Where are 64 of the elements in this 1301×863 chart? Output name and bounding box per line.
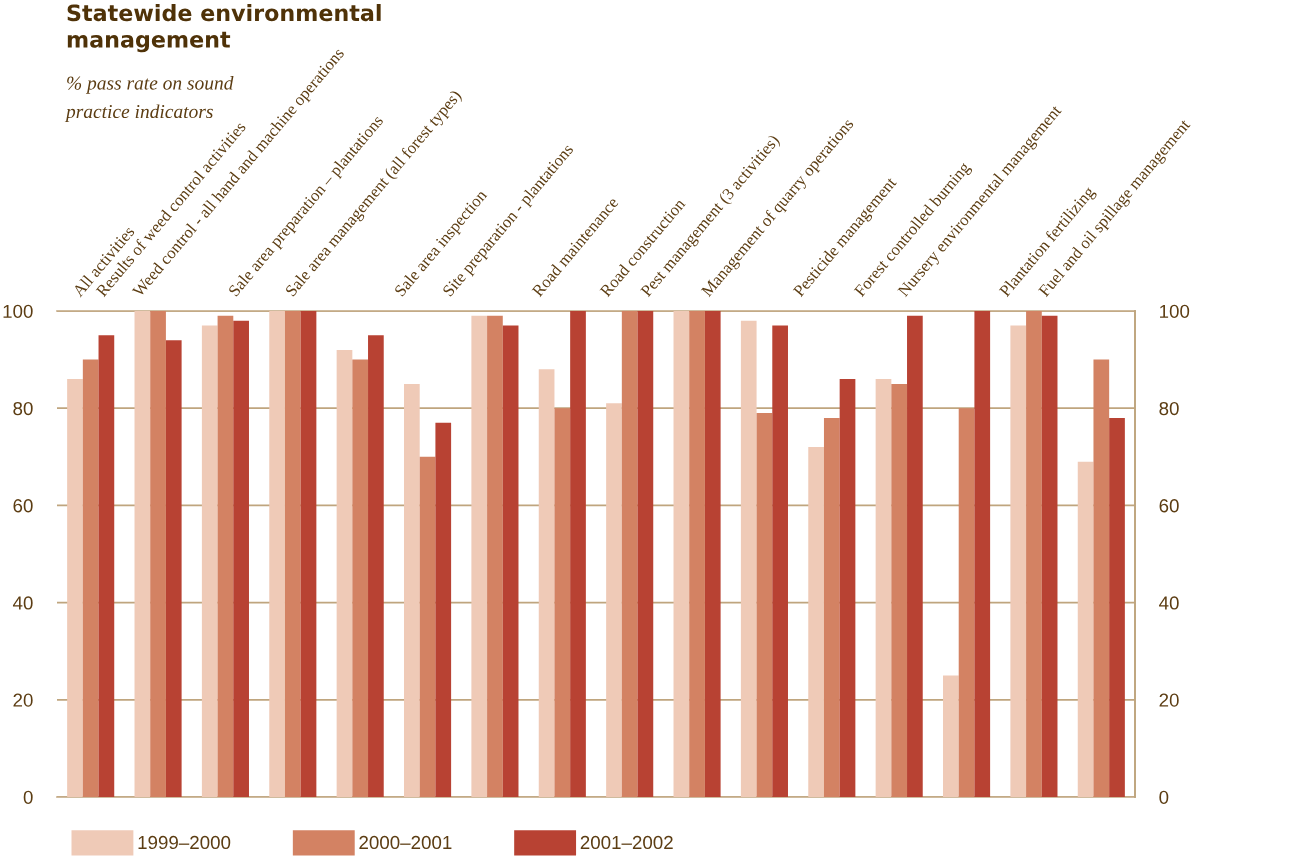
- bar: [554, 408, 571, 797]
- y-tick-label: 20: [13, 693, 33, 707]
- bar: [284, 311, 301, 797]
- bar: [1077, 461, 1094, 797]
- y2-tick-label: 20: [1159, 693, 1179, 707]
- bar: [269, 311, 285, 797]
- bar: [419, 456, 436, 797]
- bar: [772, 325, 788, 797]
- y2-tick-label: 100: [1160, 304, 1190, 318]
- bar: [704, 311, 721, 797]
- bar: [471, 315, 488, 797]
- bar: [756, 413, 773, 797]
- bar: [201, 325, 218, 797]
- bar: [502, 325, 519, 797]
- bar: [740, 320, 757, 797]
- bar: [637, 311, 654, 797]
- y2-tick-label: 60: [1159, 499, 1179, 513]
- bar: [538, 369, 555, 797]
- y-tick-label: 40: [12, 596, 33, 610]
- bar: [233, 320, 249, 797]
- bar: [974, 311, 991, 797]
- bar: [943, 675, 959, 797]
- bar: [958, 408, 975, 797]
- bar: [1010, 325, 1027, 797]
- bar: [689, 311, 705, 797]
- bar: [134, 311, 151, 797]
- y2-tick-label: 40: [1159, 596, 1179, 610]
- bar: [368, 335, 384, 797]
- bar: [300, 311, 317, 797]
- bar: [839, 379, 856, 797]
- bar: [1109, 417, 1125, 797]
- bar: [435, 422, 452, 797]
- bar: [82, 359, 99, 797]
- bar: [621, 311, 638, 797]
- legend-label: 1999–2000: [138, 835, 231, 850]
- chart-subtitle: % pass rate on sound practice indicators: [64, 76, 234, 123]
- bar: [352, 359, 369, 797]
- y-tick-label: 60: [13, 499, 33, 513]
- legend-label: 2000–2001: [359, 835, 452, 850]
- bar: [808, 447, 824, 797]
- bar: [98, 335, 115, 797]
- bar: [404, 383, 420, 797]
- bar: [875, 379, 892, 797]
- y2-tick-label: 0: [1159, 790, 1169, 804]
- bar: [1093, 359, 1110, 797]
- y-tick-label: 80: [13, 401, 33, 416]
- bar: [1026, 311, 1042, 797]
- bar: [487, 315, 503, 797]
- bar: [336, 349, 353, 797]
- legend-label: 2001–2002: [580, 835, 673, 850]
- y-tick-label: 100: [3, 304, 33, 318]
- bar: [606, 403, 622, 797]
- bar: [217, 315, 234, 797]
- bar: [1041, 315, 1058, 797]
- bar: [891, 383, 908, 797]
- bar: [907, 315, 923, 797]
- y-tick-label: 0: [23, 790, 33, 804]
- bar: [673, 311, 690, 797]
- bar: [165, 340, 182, 797]
- bar: [570, 311, 586, 797]
- bar: [823, 417, 840, 797]
- bar: [67, 379, 83, 797]
- y2-tick-label: 80: [1159, 401, 1179, 416]
- bar: [150, 311, 166, 797]
